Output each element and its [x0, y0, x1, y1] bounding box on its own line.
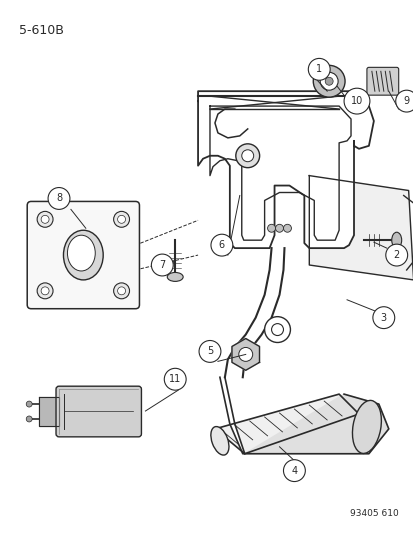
Circle shape — [283, 224, 291, 232]
Circle shape — [113, 212, 129, 227]
Text: 9: 9 — [403, 96, 409, 106]
Circle shape — [211, 234, 232, 256]
Circle shape — [41, 287, 49, 295]
Circle shape — [372, 306, 394, 328]
Polygon shape — [219, 377, 244, 454]
Text: 7: 7 — [159, 260, 165, 270]
Text: 2: 2 — [393, 250, 399, 260]
Polygon shape — [231, 338, 259, 370]
Circle shape — [313, 66, 344, 97]
Polygon shape — [39, 397, 59, 426]
Circle shape — [267, 224, 275, 232]
Text: 4: 4 — [291, 466, 297, 475]
Text: 5: 5 — [206, 346, 213, 357]
Polygon shape — [309, 175, 413, 280]
Circle shape — [48, 188, 70, 209]
Circle shape — [117, 215, 125, 223]
Circle shape — [385, 244, 407, 266]
Circle shape — [26, 401, 32, 407]
Circle shape — [37, 283, 53, 299]
Text: 1: 1 — [316, 64, 322, 74]
Text: 5-610B: 5-610B — [19, 23, 64, 37]
Circle shape — [275, 224, 283, 232]
Circle shape — [395, 90, 413, 112]
FancyBboxPatch shape — [366, 67, 398, 95]
FancyBboxPatch shape — [56, 386, 141, 437]
Text: 11: 11 — [169, 374, 181, 384]
Polygon shape — [244, 394, 388, 454]
Circle shape — [325, 77, 332, 85]
Circle shape — [151, 254, 173, 276]
Text: 3: 3 — [380, 313, 386, 322]
Circle shape — [308, 59, 330, 80]
Text: 8: 8 — [56, 193, 62, 204]
Circle shape — [117, 287, 125, 295]
Ellipse shape — [63, 230, 103, 280]
Text: 10: 10 — [350, 96, 362, 106]
Circle shape — [164, 368, 186, 390]
Ellipse shape — [391, 232, 401, 248]
Circle shape — [320, 72, 337, 90]
Circle shape — [37, 212, 53, 227]
FancyBboxPatch shape — [27, 201, 139, 309]
Ellipse shape — [210, 426, 228, 455]
Ellipse shape — [67, 235, 95, 271]
Circle shape — [235, 144, 259, 168]
Circle shape — [241, 150, 253, 161]
Circle shape — [113, 283, 129, 299]
Circle shape — [41, 215, 49, 223]
Circle shape — [26, 416, 32, 422]
Ellipse shape — [351, 400, 380, 454]
Circle shape — [343, 88, 369, 114]
Polygon shape — [214, 394, 358, 454]
Circle shape — [199, 341, 221, 362]
Circle shape — [264, 317, 290, 343]
Circle shape — [283, 459, 305, 481]
Text: 93405 610: 93405 610 — [349, 510, 398, 518]
Circle shape — [238, 348, 252, 361]
Ellipse shape — [167, 272, 183, 281]
Polygon shape — [197, 91, 373, 248]
Text: 6: 6 — [218, 240, 224, 250]
